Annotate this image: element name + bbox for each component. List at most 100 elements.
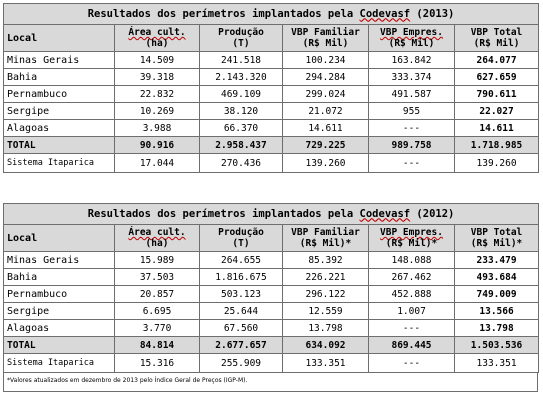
cell-local: Sistema Itaparica — [3, 153, 115, 173]
cell-vbp-total: 1.503.536 — [453, 336, 540, 354]
cell-local: Bahia — [3, 268, 115, 286]
cell-vbp-total: 14.611 — [453, 119, 540, 137]
cell-vbp-familiar: 729.225 — [282, 136, 369, 154]
table-row: Sergipe 6.695 25.644 12.559 1.007 13.566 — [3, 302, 540, 320]
cell-area: 15.989 — [114, 251, 200, 269]
table-row: Alagoas 3.770 67.560 13.798 --- 13.798 — [3, 319, 540, 337]
cell-producao: 2.143.320 — [199, 68, 283, 86]
header-vbp-total: VBP Total (R$ Mil)* — [453, 224, 540, 252]
table-row-sistema-itaparica: Sistema Itaparica 15.316 255.909 133.351… — [3, 353, 540, 373]
cell-vbp-total: 1.718.985 — [453, 136, 540, 154]
cell-producao: 469.109 — [199, 85, 283, 103]
cell-vbp-familiar: 14.611 — [282, 119, 369, 137]
cell-vbp-empres: 989.758 — [368, 136, 455, 154]
cell-vbp-total: 627.659 — [453, 68, 540, 86]
cell-vbp-total: 13.566 — [453, 302, 540, 320]
cell-local: Alagoas — [3, 119, 115, 137]
cell-local: TOTAL — [3, 336, 115, 354]
table-row: Pernambuco 20.857 503.123 296.122 452.88… — [3, 285, 540, 303]
cell-local: Alagoas — [3, 319, 115, 337]
cell-vbp-total: 493.684 — [453, 268, 540, 286]
header-area: Área cult. (ha) — [114, 224, 200, 252]
cell-vbp-total: 790.611 — [453, 85, 540, 103]
cell-vbp-total: 22.027 — [453, 102, 540, 120]
header-vbp-empres: VBP Empres. (R$ Mil) — [368, 24, 455, 52]
cell-area: 20.857 — [114, 285, 200, 303]
cell-vbp-empres: --- — [368, 353, 455, 373]
cell-area: 22.832 — [114, 85, 200, 103]
table-2013-container: Resultados dos perímetros implantados pe… — [2, 3, 540, 173]
cell-local: Pernambuco — [3, 285, 115, 303]
cell-producao: 255.909 — [199, 353, 283, 373]
table-row: Alagoas 3.988 66.370 14.611 --- 14.611 — [3, 119, 540, 137]
cell-vbp-familiar: 294.284 — [282, 68, 369, 86]
cell-vbp-familiar: 100.234 — [282, 51, 369, 69]
footnote: *Valores atualizados em dezembro de 2013… — [3, 373, 538, 392]
cell-area: 10.269 — [114, 102, 200, 120]
cell-vbp-familiar: 21.072 — [282, 102, 369, 120]
header-vbp-familiar: VBP Familiar (R$ Mil) — [282, 24, 369, 52]
cell-local: Bahia — [3, 68, 115, 86]
table-2012: Resultados dos perímetros implantados pe… — [2, 203, 540, 373]
table-2012-header-row: Local Área cult. (ha) Produção (T) VBP Fam… — [3, 224, 540, 252]
header-vbp-empres: VBP Empres. (R$ Mil)* — [368, 224, 455, 252]
cell-area: 17.044 — [114, 153, 200, 173]
cell-vbp-total: 264.077 — [453, 51, 540, 69]
cell-producao: 25.644 — [199, 302, 283, 320]
cell-producao: 38.120 — [199, 102, 283, 120]
cell-producao: 2.677.657 — [199, 336, 283, 354]
cell-vbp-empres: 163.842 — [368, 51, 455, 69]
header-area: Área cult. (ha) — [114, 24, 200, 52]
cell-vbp-empres: 955 — [368, 102, 455, 120]
header-producao: Produção (T) — [199, 224, 283, 252]
table-2012-title-row: Resultados dos perímetros implantados pe… — [2, 203, 540, 225]
cell-vbp-empres: --- — [368, 119, 455, 137]
cell-local: TOTAL — [3, 136, 115, 154]
cell-producao: 1.816.675 — [199, 268, 283, 286]
table-row: Minas Gerais 15.989 264.655 85.392 148.0… — [3, 251, 540, 269]
cell-vbp-empres: 1.007 — [368, 302, 455, 320]
cell-vbp-familiar: 634.092 — [282, 336, 369, 354]
cell-producao: 66.370 — [199, 119, 283, 137]
cell-vbp-familiar: 296.122 — [282, 285, 369, 303]
cell-vbp-familiar: 13.798 — [282, 319, 369, 337]
table-row: Pernambuco 22.832 469.109 299.024 491.58… — [3, 85, 540, 103]
cell-area: 15.316 — [114, 353, 200, 373]
table-total-row: TOTAL 90.916 2.958.437 729.225 989.758 1… — [3, 136, 540, 154]
cell-local: Sistema Itaparica — [3, 353, 115, 373]
cell-vbp-total: 133.351 — [453, 353, 540, 373]
cell-producao: 241.518 — [199, 51, 283, 69]
table-row: Bahia 37.503 1.816.675 226.221 267.462 4… — [3, 268, 540, 286]
cell-area: 37.503 — [114, 268, 200, 286]
cell-vbp-total: 749.009 — [453, 285, 540, 303]
header-vbp-familiar: VBP Familiar (R$ Mil)* — [282, 224, 369, 252]
cell-local: Minas Gerais — [3, 251, 115, 269]
cell-area: 3.770 — [114, 319, 200, 337]
cell-producao: 264.655 — [199, 251, 283, 269]
header-local: Local — [3, 24, 115, 52]
header-local: Local — [3, 224, 115, 252]
cell-local: Pernambuco — [3, 85, 115, 103]
cell-area: 84.814 — [114, 336, 200, 354]
cell-vbp-familiar: 299.024 — [282, 85, 369, 103]
cell-area: 14.509 — [114, 51, 200, 69]
table-row: Bahia 39.318 2.143.320 294.284 333.374 6… — [3, 68, 540, 86]
cell-vbp-total: 139.260 — [453, 153, 540, 173]
cell-vbp-empres: --- — [368, 319, 455, 337]
cell-vbp-empres: 148.088 — [368, 251, 455, 269]
cell-producao: 67.560 — [199, 319, 283, 337]
table-row: Sergipe 10.269 38.120 21.072 955 22.027 — [3, 102, 540, 120]
cell-local: Sergipe — [3, 302, 115, 320]
cell-local: Minas Gerais — [3, 51, 115, 69]
cell-vbp-empres: 869.445 — [368, 336, 455, 354]
cell-vbp-empres: 267.462 — [368, 268, 455, 286]
cell-vbp-total: 13.798 — [453, 319, 540, 337]
cell-area: 39.318 — [114, 68, 200, 86]
table-2012-title: Resultados dos perímetros implantados pe… — [2, 203, 540, 225]
cell-vbp-empres: 333.374 — [368, 68, 455, 86]
cell-vbp-empres: --- — [368, 153, 455, 173]
cell-area: 90.916 — [114, 136, 200, 154]
header-vbp-total: VBP Total (R$ Mil) — [453, 24, 540, 52]
cell-vbp-familiar: 133.351 — [282, 353, 369, 373]
table-2012-container: Resultados dos perímetros implantados pe… — [2, 203, 540, 392]
